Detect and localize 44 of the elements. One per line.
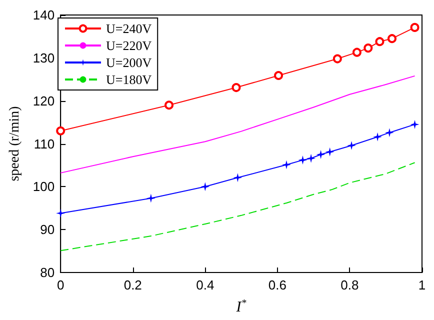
point (306, 154, 316, 163)
x-tick-label: 0 (56, 278, 64, 292)
point (146, 194, 156, 203)
point (332, 54, 342, 64)
x-tick-label: 1 (418, 278, 426, 292)
x-axis-title: I* (235, 298, 246, 316)
line-series (60, 75, 416, 174)
point (164, 100, 174, 110)
point (316, 150, 326, 159)
y-tick-label: 120 (32, 93, 55, 108)
legend-label: U=180V (106, 72, 152, 87)
legend-label: U=200V (106, 55, 152, 70)
point (410, 22, 420, 32)
point (200, 182, 210, 192)
point (282, 160, 291, 170)
point (232, 83, 241, 92)
point (274, 71, 284, 80)
y-tick-label: 130 (32, 50, 55, 66)
point (364, 44, 373, 53)
x-tick-label: 0.4 (196, 278, 214, 292)
point (373, 132, 382, 142)
legend-label: U=240V (106, 21, 152, 36)
point (384, 128, 394, 138)
y-tick-label: 90 (40, 222, 55, 238)
point (56, 126, 66, 136)
x-tick-label: 0.6 (268, 278, 286, 292)
y-axis-title: speed (r/min) (8, 106, 22, 182)
line-series (60, 162, 416, 252)
legend-label: U=220V (106, 38, 152, 53)
point (388, 34, 397, 44)
point (352, 48, 362, 57)
y-tick-label: 100 (32, 179, 55, 194)
point (325, 147, 334, 156)
point (56, 208, 66, 218)
point (410, 120, 420, 129)
y-tick-label: 80 (40, 265, 55, 280)
y-tick-label: 140 (32, 8, 55, 22)
point (298, 156, 308, 165)
x-tick-label: 0.2 (124, 278, 142, 292)
point (347, 140, 356, 150)
x-tick-label: 0.8 (340, 278, 359, 292)
y-tick-label: 110 (34, 136, 55, 152)
point (375, 37, 384, 46)
point (233, 173, 242, 182)
